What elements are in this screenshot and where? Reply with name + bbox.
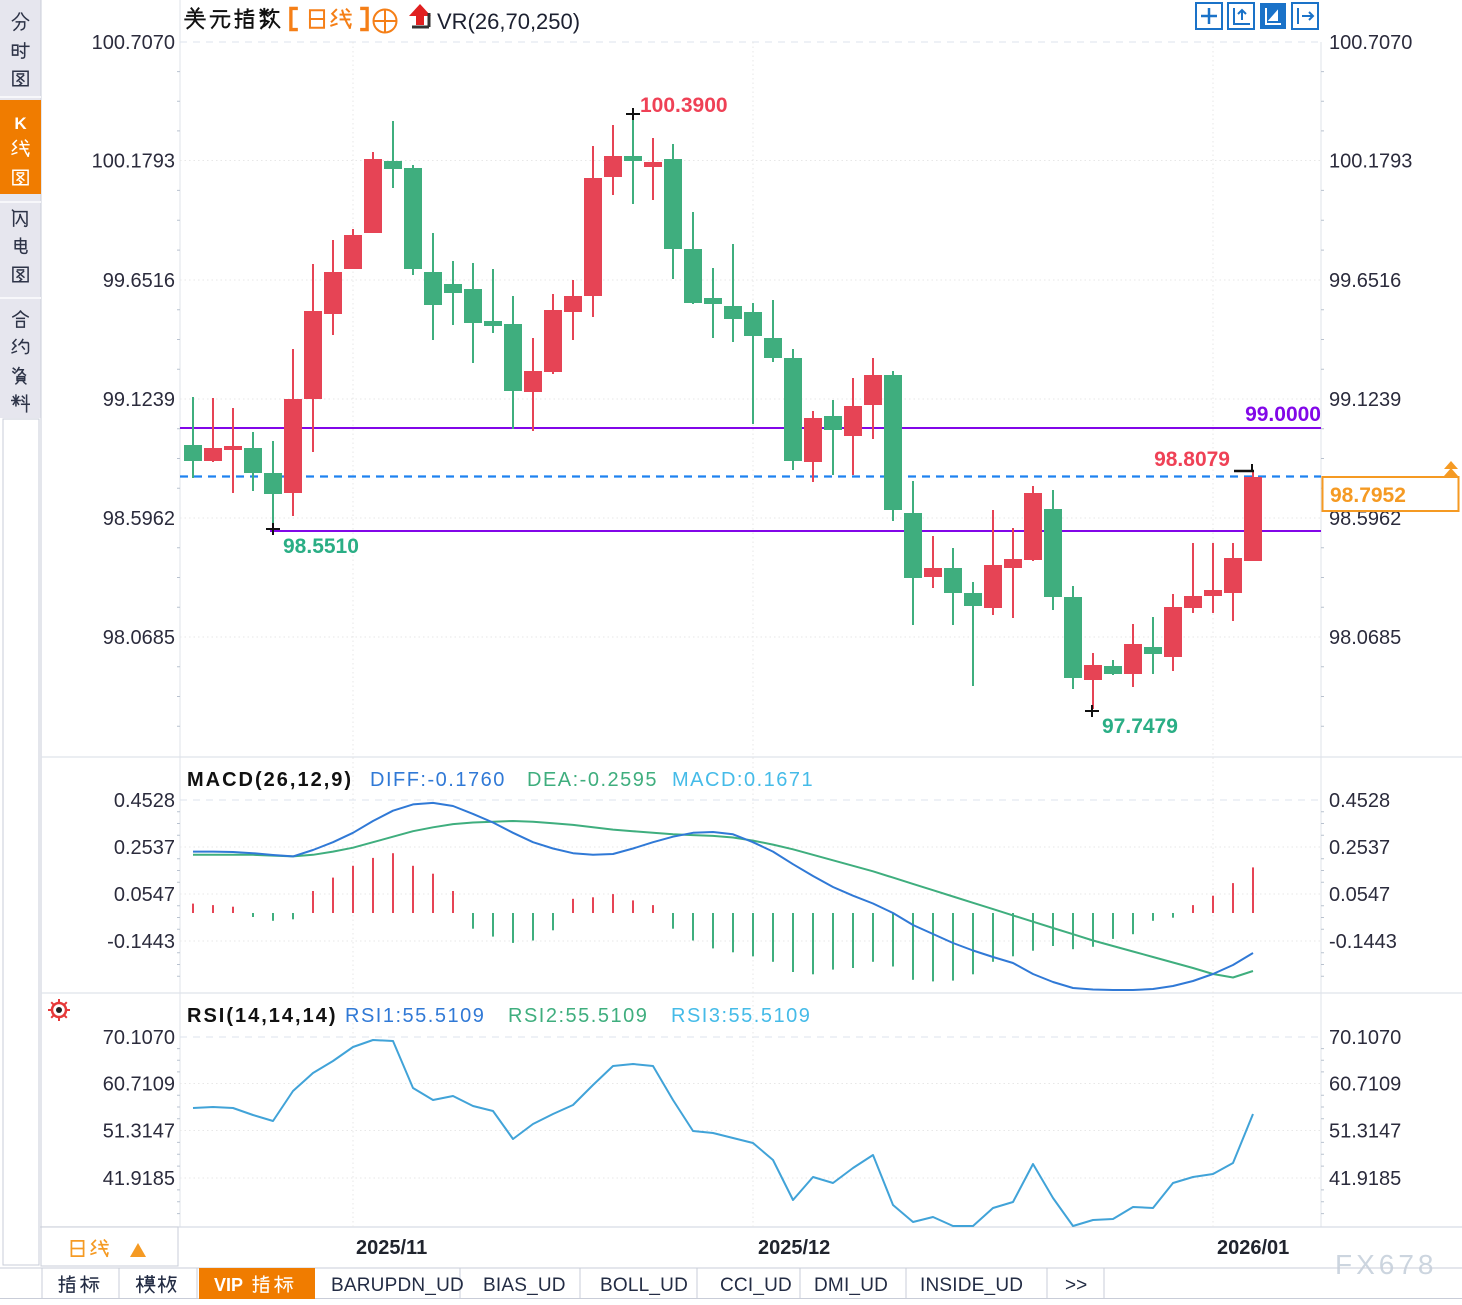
svg-text:DMI_UD: DMI_UD	[814, 1275, 888, 1296]
svg-text:MACD:0.1671: MACD:0.1671	[672, 769, 814, 791]
svg-text:51.3147: 51.3147	[1329, 1121, 1401, 1143]
svg-text:99.6516: 99.6516	[103, 270, 175, 292]
svg-text:100.7070: 100.7070	[1329, 32, 1412, 54]
svg-text:70.1070: 70.1070	[1329, 1027, 1401, 1049]
svg-text:K: K	[14, 114, 27, 133]
svg-text:98.0685: 98.0685	[103, 627, 175, 649]
svg-text:100.3900: 100.3900	[640, 94, 728, 117]
svg-text:MACD(26,12,9): MACD(26,12,9)	[187, 769, 353, 791]
svg-text:99.6516: 99.6516	[1329, 270, 1401, 292]
svg-text:FX678: FX678	[1335, 1249, 1438, 1280]
svg-text:100.1793: 100.1793	[1329, 151, 1412, 173]
svg-text:BARUPDN_UD: BARUPDN_UD	[331, 1275, 464, 1296]
svg-text:RSI2:55.5109: RSI2:55.5109	[508, 1005, 648, 1027]
svg-text:RSI3:55.5109: RSI3:55.5109	[671, 1005, 811, 1027]
svg-text:100.7070: 100.7070	[92, 32, 175, 54]
svg-text:99.1239: 99.1239	[103, 389, 175, 411]
svg-text:2026/01: 2026/01	[1217, 1237, 1289, 1259]
svg-text:2025/11: 2025/11	[356, 1237, 427, 1259]
svg-text:0.2537: 0.2537	[1329, 837, 1390, 859]
svg-text:-0.1443: -0.1443	[107, 931, 175, 953]
svg-text:99.0000: 99.0000	[1245, 403, 1321, 426]
svg-text:97.7479: 97.7479	[1102, 715, 1178, 738]
svg-text:2025/12: 2025/12	[758, 1237, 830, 1259]
svg-text:RSI(14,14,14): RSI(14,14,14)	[187, 1005, 338, 1027]
svg-text:INSIDE_UD: INSIDE_UD	[920, 1275, 1023, 1296]
svg-text:98.5510: 98.5510	[283, 535, 359, 558]
svg-text:VR(26,70,250): VR(26,70,250)	[437, 9, 580, 34]
svg-text:DIFF:-0.1760: DIFF:-0.1760	[370, 769, 506, 791]
svg-text:BIAS_UD: BIAS_UD	[483, 1275, 566, 1296]
svg-text:100.1793: 100.1793	[92, 151, 175, 173]
svg-text:0.4528: 0.4528	[114, 790, 175, 812]
svg-text:41.9185: 41.9185	[1329, 1168, 1401, 1190]
svg-text:98.5962: 98.5962	[103, 508, 175, 530]
svg-text:0.4528: 0.4528	[1329, 790, 1390, 812]
svg-text:60.7109: 60.7109	[1329, 1074, 1401, 1096]
svg-text:-0.1443: -0.1443	[1329, 931, 1397, 953]
svg-text:0.0547: 0.0547	[1329, 884, 1390, 906]
svg-text:51.3147: 51.3147	[103, 1121, 175, 1143]
svg-text:99.1239: 99.1239	[1329, 389, 1401, 411]
svg-text:70.1070: 70.1070	[103, 1027, 175, 1049]
svg-text:41.9185: 41.9185	[103, 1168, 175, 1190]
svg-text:0.2537: 0.2537	[114, 837, 175, 859]
svg-text:RSI1:55.5109: RSI1:55.5109	[345, 1005, 485, 1027]
svg-text:CCI_UD: CCI_UD	[720, 1275, 792, 1296]
svg-text:0.0547: 0.0547	[114, 884, 175, 906]
svg-text:98.8079: 98.8079	[1154, 448, 1230, 471]
svg-text:BOLL_UD: BOLL_UD	[600, 1275, 688, 1296]
svg-text:VIP: VIP	[214, 1275, 243, 1295]
svg-text:DEA:-0.2595: DEA:-0.2595	[527, 769, 658, 791]
svg-text:>>: >>	[1065, 1275, 1087, 1296]
svg-text:98.7952: 98.7952	[1330, 484, 1406, 507]
svg-text:60.7109: 60.7109	[103, 1074, 175, 1096]
svg-text:98.0685: 98.0685	[1329, 627, 1401, 649]
svg-text:98.5962: 98.5962	[1329, 508, 1401, 530]
